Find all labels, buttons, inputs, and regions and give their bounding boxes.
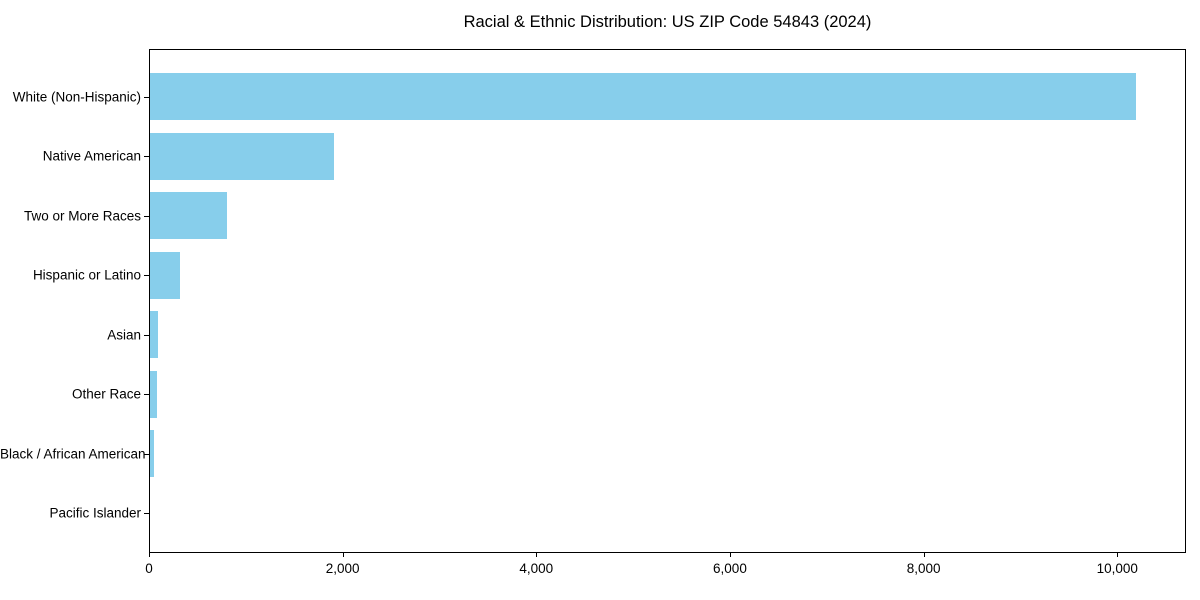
bar-3 [150, 251, 180, 299]
x-tick-mark [1117, 553, 1119, 557]
bar-row [150, 424, 1185, 484]
x-tick-mark [342, 553, 344, 557]
y-tick-label: Two or More Races [23, 208, 141, 224]
y-tick-label: Hispanic or Latino [32, 267, 141, 283]
y-tick-label: Native American [42, 148, 141, 164]
y-tick-mark [144, 453, 149, 455]
bar-row [150, 365, 1185, 425]
y-tick-mark [144, 334, 149, 336]
bar-row [150, 246, 1185, 306]
y-tick-mark [144, 513, 149, 515]
x-tick-label: 4,000 [519, 561, 554, 576]
plot-area [149, 49, 1186, 553]
y-tick-mark [144, 215, 149, 217]
y-tick-label: Asian [107, 327, 141, 343]
bar-row [150, 186, 1185, 246]
bar-row [150, 305, 1185, 365]
x-tick-mark [729, 553, 731, 557]
y-tick-mark [144, 96, 149, 98]
x-tick-label: 8,000 [906, 561, 941, 576]
bar-4 [150, 311, 158, 359]
bar-row [150, 484, 1185, 544]
y-tick-label: White (Non-Hispanic) [12, 89, 141, 105]
y-tick-mark [144, 156, 149, 158]
x-tick-label: 6,000 [713, 561, 747, 576]
x-tick-label: 2,000 [325, 561, 360, 576]
x-tick-label: 0 [145, 561, 153, 576]
x-tick-mark [923, 553, 925, 557]
chart-title: Racial & Ethnic Distribution: US ZIP Cod… [463, 13, 872, 31]
bar-1 [150, 132, 334, 180]
bar-2 [150, 192, 228, 240]
y-tick-label: Black / African American [0, 446, 146, 462]
bar-6 [150, 430, 154, 478]
y-tick-label: Pacific Islander [49, 505, 141, 521]
bars-container [150, 50, 1185, 552]
x-tick-mark [536, 553, 538, 557]
bar-row [150, 67, 1185, 127]
bar-0 [150, 73, 1136, 121]
y-tick-label: Other Race [71, 386, 141, 402]
x-tick-mark [149, 553, 150, 557]
bar-row [150, 127, 1185, 187]
x-tick-label: 10,000 [1096, 561, 1138, 576]
y-tick-mark [144, 394, 149, 396]
y-tick-mark [144, 275, 149, 277]
bar-5 [150, 370, 157, 418]
